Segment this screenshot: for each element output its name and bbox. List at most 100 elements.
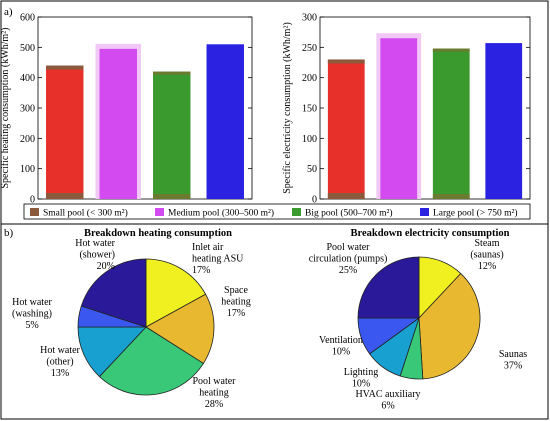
bar-cap (327, 59, 365, 64)
legend-box (23, 203, 531, 220)
pie-label-line: Inlet air (192, 242, 224, 253)
bar-base (432, 194, 470, 199)
legend-swatch-big (292, 208, 301, 216)
pie-title: Breakdown heating consumption (84, 228, 232, 239)
bar-large (485, 43, 523, 199)
pie-label-line: Space (224, 285, 248, 296)
y-tick-label: 400 (20, 73, 35, 84)
pie-label-line: Pool water (192, 376, 236, 387)
pie-label-line: Steam (475, 238, 500, 249)
legend: Small pool (< 300 m²) Medium pool (300–50… (23, 203, 531, 220)
legend-label-big: Big pool (500–700 m²) (305, 208, 393, 219)
pie-label-line: Lighting (344, 367, 378, 378)
pie-label-line: (washing) (12, 309, 52, 320)
bar-base (46, 193, 84, 199)
pie-label-line: (saunas) (470, 250, 503, 261)
bar-medium (380, 38, 418, 199)
y-tick-label: 200 (20, 134, 35, 145)
pie-slice (80, 258, 147, 328)
y-axis-label: Specific heating consumption (kWh/m²) (0, 27, 11, 188)
pie-label-pct: 6% (381, 401, 394, 412)
pie-slice-label: Saunas 37% (499, 349, 527, 372)
pie-label-pct: 37% (504, 361, 522, 372)
pie-label-line: Pool water (326, 242, 370, 253)
pie-label-line: circulation (pumps) (309, 254, 388, 265)
pie-label-line: heating (199, 388, 228, 399)
pie-label-pct: 12% (478, 261, 496, 272)
pie-label-line: heating ASU (192, 254, 244, 265)
pie-slice-label: Lighting 10% (344, 367, 378, 390)
legend-label-medium: Medium pool (300–500 m²) (168, 208, 274, 219)
y-tick-label: 100 (302, 134, 317, 145)
pie-slice (357, 256, 420, 319)
pie-label-line: (other) (46, 357, 73, 368)
bar-cap (46, 65, 84, 70)
pie-label-pct: 17% (192, 265, 210, 276)
legend-swatch-medium (155, 208, 164, 216)
legend-label-large: Large pool (> 750 m²) (433, 208, 518, 219)
pie-slice (145, 293, 215, 364)
pie-label-pct: 25% (339, 265, 357, 276)
heating-bar-chart: 0 100 200 300 400 500 600 Specific heating cons… (0, 13, 253, 206)
pie-title: Breakdown electricity consumption (350, 228, 509, 239)
panel-label-a: a) (4, 6, 13, 18)
pie-label-line: (shower) (79, 250, 115, 261)
pie-label-pct: 10% (352, 379, 370, 390)
bar-base (327, 193, 365, 199)
y-tick-label: 500 (20, 43, 35, 54)
pie-label-line: Hot water (12, 297, 52, 308)
pie-label-pct: 5% (25, 320, 38, 331)
bar-cap (153, 71, 191, 75)
y-tick-label: 250 (302, 43, 317, 54)
legend-swatch-large (420, 208, 429, 216)
y-tick-label: 0 (312, 195, 317, 206)
pie-label-pct: 10% (332, 347, 350, 358)
pie-slice (77, 326, 147, 378)
pie-slice (145, 258, 207, 328)
legend-swatch-small (30, 208, 39, 216)
pie-slice-label: Pool water heating 28% (192, 376, 236, 410)
pie-slice (418, 272, 481, 380)
y-tick-label: 0 (30, 195, 35, 206)
y-axis-label: Specific electricity consumption (kWh/m²… (282, 22, 293, 194)
pie-label-line: Hot water (75, 238, 115, 249)
pie-slice-label: Pool water circulation (pumps) 25% (309, 242, 388, 276)
pie-label-line: heating (221, 297, 250, 308)
y-tick-label: 150 (302, 104, 317, 115)
y-tick-label: 300 (20, 104, 35, 115)
pie-label-line: Saunas (499, 349, 527, 360)
bar-big (153, 71, 191, 199)
y-tick-label: 50 (307, 164, 317, 175)
y-tick-label: 300 (302, 13, 317, 24)
pie-slice-label: Ventilation 10% (319, 335, 363, 358)
bar-base (153, 194, 191, 199)
bar-big (432, 48, 470, 200)
bar-large (206, 44, 244, 199)
pie-label-line: Ventilation (319, 335, 363, 346)
pie-label-pct: 13% (51, 368, 69, 379)
y-tick-label: 200 (302, 73, 317, 84)
bar-small (327, 59, 365, 199)
legend-label-small: Small pool (< 300 m²) (43, 208, 128, 219)
pie-label-line: Hot water (40, 345, 80, 356)
pie-label-pct: 20% (97, 261, 115, 272)
pie-slice (98, 326, 204, 396)
pie-slice-label: Space heating 17% (221, 285, 250, 319)
electricity-bar-chart: 0 50 100 150 200 250 300 Specific electricity c… (282, 13, 531, 206)
y-tick-label: 600 (20, 13, 35, 24)
pie-slice-label: Inlet air heating ASU 17% (192, 242, 244, 276)
pie-label-pct: 28% (205, 399, 223, 410)
y-tick-label: 100 (20, 164, 35, 175)
pie-slice-label: Hot water (other) 13% (40, 345, 80, 379)
pie-slice-label: Hot water (washing) 5% (12, 297, 53, 331)
bar-small (46, 65, 84, 200)
pie-slice-label: Hot water (shower) 20% (75, 238, 115, 272)
pie-label-line: HVAC auxiliary (355, 389, 420, 400)
bar-medium (99, 48, 137, 199)
pie-slice-label: Steam (saunas) 12% (470, 238, 503, 272)
panel-label-b: b) (4, 227, 14, 239)
